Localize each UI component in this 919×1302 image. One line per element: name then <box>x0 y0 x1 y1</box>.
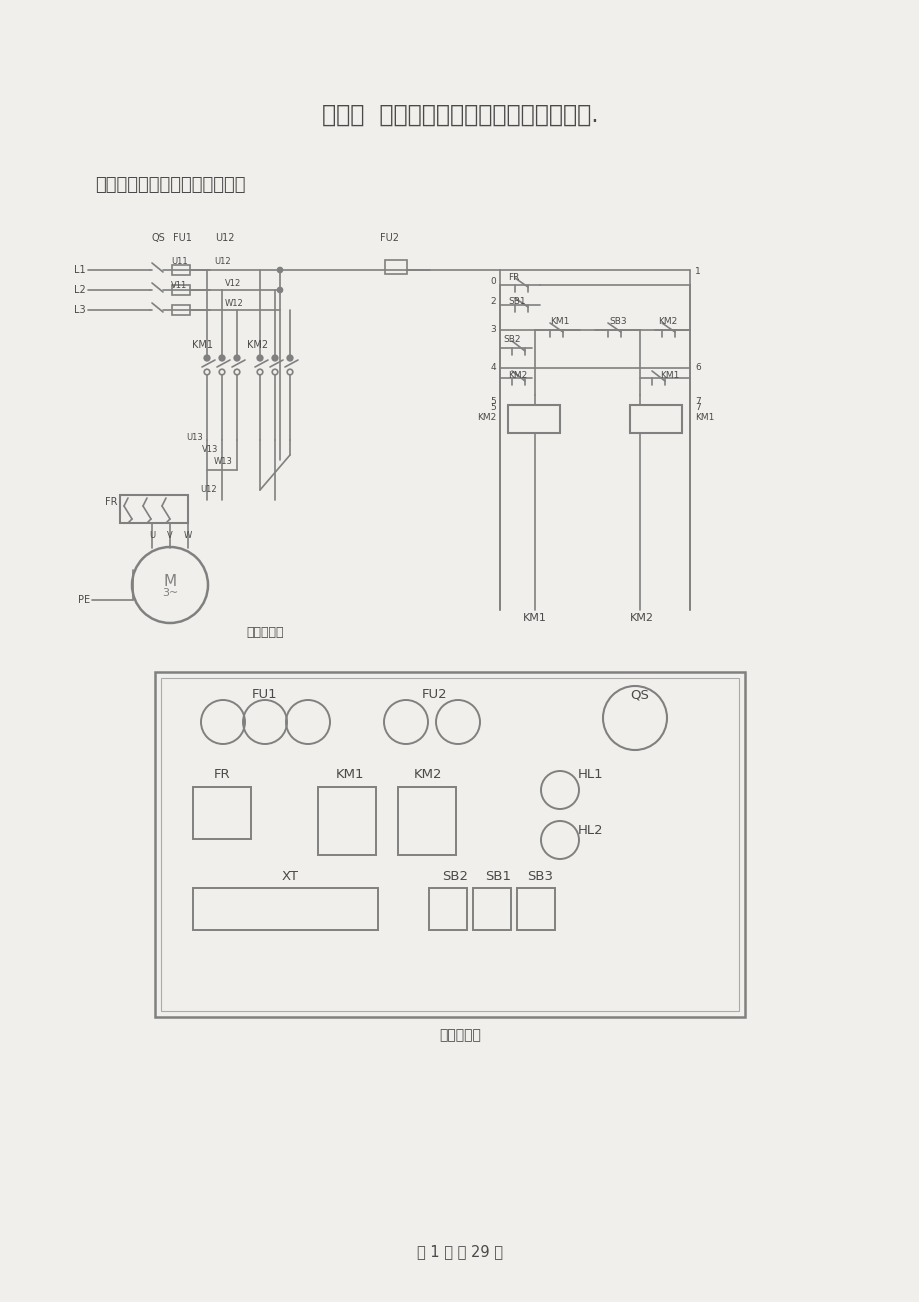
Bar <box>507 405 560 434</box>
Bar <box>172 305 190 315</box>
Text: SB2: SB2 <box>503 336 520 345</box>
Bar <box>472 888 510 930</box>
Circle shape <box>234 355 240 361</box>
Bar <box>193 786 251 838</box>
Text: 一、电气原理图和电器位置图：: 一、电气原理图和电器位置图： <box>95 176 245 194</box>
Text: 1: 1 <box>694 267 700 276</box>
Text: QS: QS <box>152 233 165 243</box>
Text: V: V <box>167 530 173 539</box>
Text: PE: PE <box>78 595 90 605</box>
Text: KM2: KM2 <box>414 768 442 781</box>
Bar <box>161 678 738 1010</box>
Text: U12: U12 <box>214 258 231 267</box>
Text: KM1: KM1 <box>694 414 713 423</box>
Text: 7: 7 <box>694 404 700 413</box>
Text: 2: 2 <box>490 297 495 306</box>
Text: FU1: FU1 <box>173 233 192 243</box>
Text: U13: U13 <box>186 434 203 443</box>
Text: KM1: KM1 <box>523 613 546 622</box>
Circle shape <box>204 355 210 361</box>
Bar <box>318 786 376 855</box>
Bar <box>193 888 378 930</box>
Text: W13: W13 <box>214 457 233 466</box>
Text: FU2: FU2 <box>380 233 399 243</box>
Text: 电气原理图: 电气原理图 <box>246 626 283 639</box>
Text: 6: 6 <box>694 363 700 372</box>
Text: L1: L1 <box>74 266 85 275</box>
Text: V12: V12 <box>225 279 241 288</box>
Text: W12: W12 <box>225 298 244 307</box>
Text: KM2: KM2 <box>507 371 527 380</box>
Bar <box>172 285 190 296</box>
Text: 0: 0 <box>490 277 495 286</box>
Text: 7: 7 <box>694 397 700 406</box>
Bar <box>119 495 187 523</box>
Text: V13: V13 <box>201 445 218 454</box>
Text: KM1: KM1 <box>550 318 569 327</box>
Circle shape <box>219 355 224 361</box>
Text: U12: U12 <box>199 486 216 495</box>
Text: QS: QS <box>630 689 649 702</box>
Text: KM1: KM1 <box>335 768 364 781</box>
Text: 第 1 页 共 29 页: 第 1 页 共 29 页 <box>416 1245 503 1259</box>
Bar <box>172 266 190 275</box>
Bar <box>384 260 406 273</box>
Text: L3: L3 <box>74 305 85 315</box>
Text: KM2: KM2 <box>476 414 495 423</box>
Text: KM1: KM1 <box>659 371 678 380</box>
Bar <box>398 786 456 855</box>
Text: 电器位置图: 电器位置图 <box>438 1029 481 1042</box>
Text: FR: FR <box>106 497 118 506</box>
Text: SB2: SB2 <box>441 870 468 883</box>
Text: KM2: KM2 <box>658 318 677 327</box>
Bar <box>630 405 681 434</box>
Circle shape <box>272 355 278 361</box>
Text: KM2: KM2 <box>630 613 653 622</box>
Text: HL1: HL1 <box>577 768 603 781</box>
Text: U11: U11 <box>171 258 187 267</box>
Text: M: M <box>164 574 176 590</box>
Text: U: U <box>149 530 155 539</box>
Text: SB3: SB3 <box>527 870 552 883</box>
Text: 3: 3 <box>490 326 495 335</box>
Text: FR: FR <box>213 768 230 781</box>
Text: V11: V11 <box>171 280 187 289</box>
Text: SB1: SB1 <box>484 870 510 883</box>
Text: U12: U12 <box>215 233 234 243</box>
Text: FU1: FU1 <box>252 689 278 702</box>
Text: XT: XT <box>281 870 298 883</box>
Text: KM2: KM2 <box>246 340 267 350</box>
Text: FR: FR <box>507 273 519 283</box>
Text: W: W <box>184 530 192 539</box>
Circle shape <box>257 355 263 361</box>
Text: HL2: HL2 <box>577 823 603 836</box>
Text: 3~: 3~ <box>162 589 178 598</box>
Text: SB1: SB1 <box>507 297 525 306</box>
Text: 5: 5 <box>490 404 495 413</box>
Bar <box>428 888 467 930</box>
Text: KM1: KM1 <box>192 340 213 350</box>
Circle shape <box>278 267 282 272</box>
Text: 4: 4 <box>490 363 495 372</box>
Bar <box>516 888 554 930</box>
Text: 5: 5 <box>490 397 495 406</box>
Text: FU2: FU2 <box>422 689 448 702</box>
Circle shape <box>287 355 292 361</box>
Circle shape <box>278 288 282 293</box>
Text: 任务一  异步电动机接触器联锁正反转控制.: 任务一 异步电动机接触器联锁正反转控制. <box>322 103 597 128</box>
Text: L2: L2 <box>74 285 85 296</box>
Text: SB3: SB3 <box>608 318 626 327</box>
Bar <box>154 672 744 1017</box>
